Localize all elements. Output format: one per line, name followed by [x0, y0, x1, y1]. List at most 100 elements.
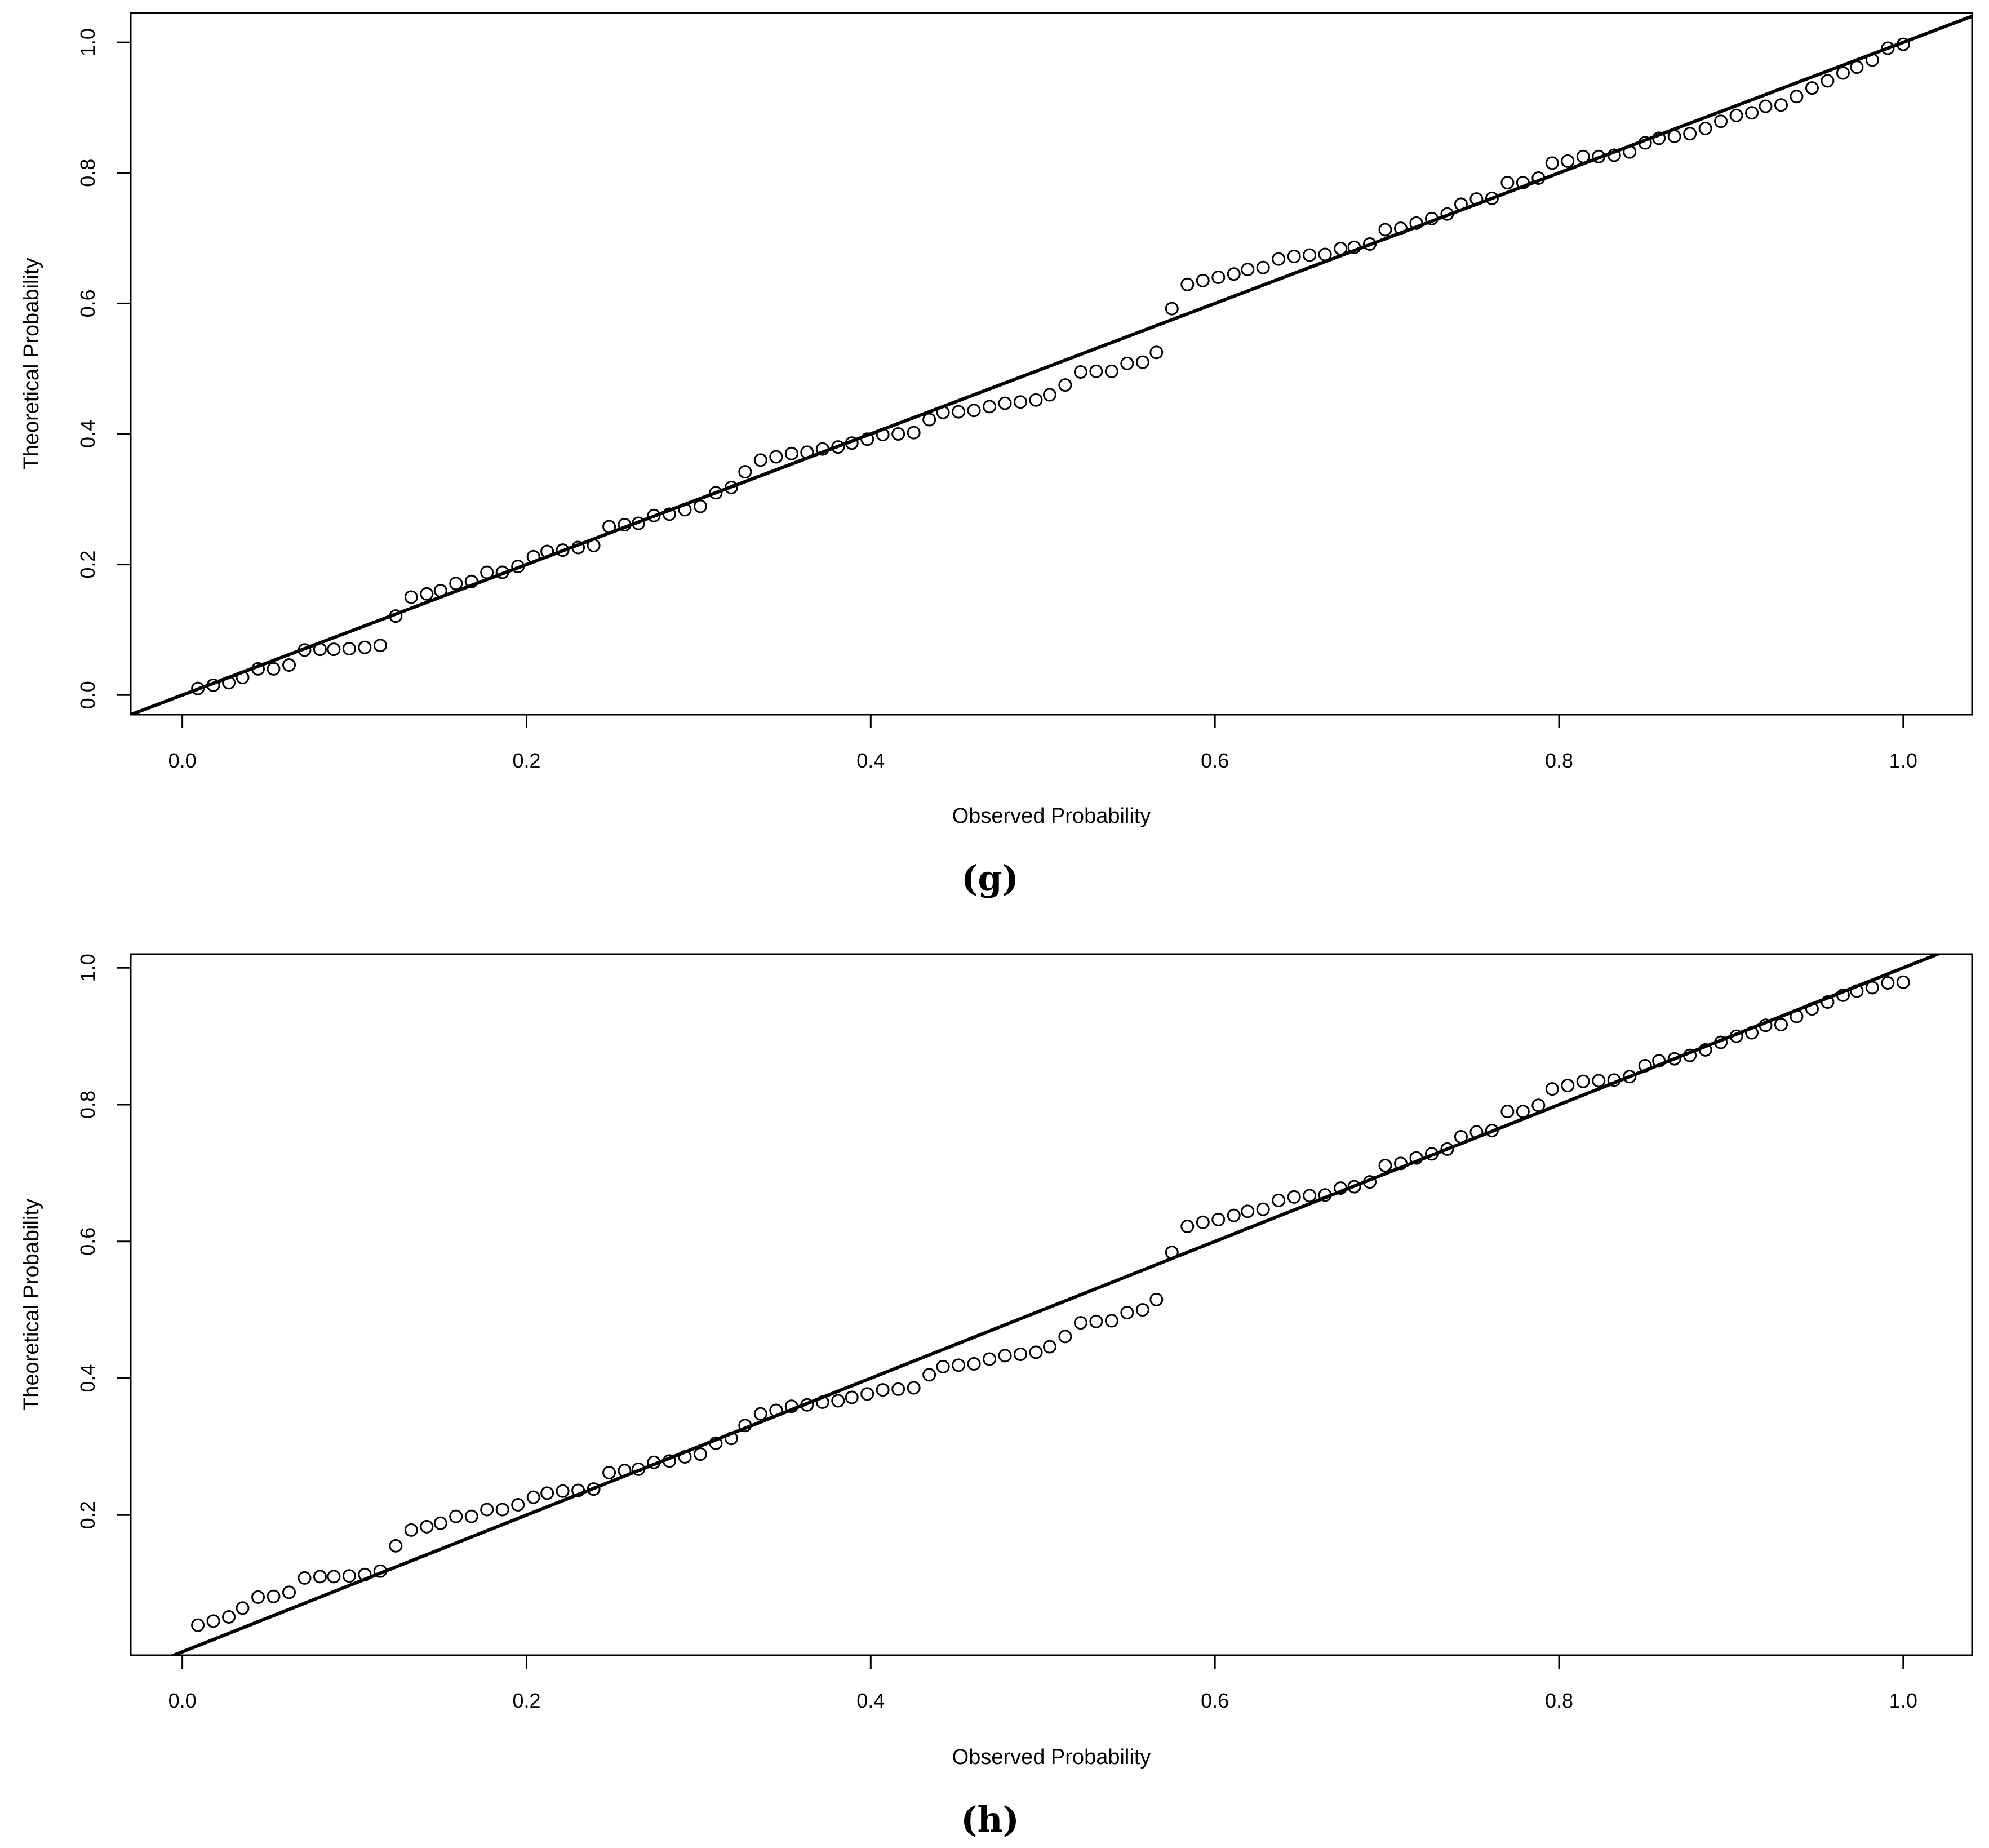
y-axis-title: Theoretical Probability	[20, 258, 43, 470]
data-point	[222, 1610, 236, 1624]
data-point	[936, 405, 950, 419]
data-point	[983, 400, 997, 414]
data-point	[298, 643, 312, 657]
data-point	[1409, 1151, 1423, 1165]
data-point	[1073, 365, 1087, 379]
data-point	[1865, 981, 1879, 995]
data-point	[587, 539, 601, 553]
data-point	[1652, 1054, 1666, 1068]
x-tick-label: 0.0	[168, 1689, 197, 1712]
x-axis-title: Observed Probability	[952, 804, 1151, 828]
data-point	[1576, 1074, 1590, 1088]
data-point	[1287, 249, 1301, 263]
data-point	[1180, 277, 1195, 291]
data-point	[891, 1382, 905, 1396]
data-point	[1714, 114, 1728, 128]
data-point	[983, 1352, 997, 1366]
data-point	[1638, 136, 1652, 150]
data-point	[815, 1395, 829, 1409]
data-point	[1805, 81, 1819, 95]
data-point	[967, 1357, 981, 1371]
data-point	[511, 1497, 525, 1512]
data-point	[602, 520, 616, 534]
data-point	[1014, 395, 1028, 409]
data-point	[1135, 355, 1149, 369]
data-point	[1424, 1147, 1439, 1161]
x-tick-label: 0.6	[1201, 749, 1229, 772]
reference-line	[131, 14, 1972, 715]
data-point	[587, 1482, 601, 1496]
data-point	[313, 1570, 327, 1584]
data-point	[1241, 1204, 1255, 1218]
y-tick-label: 0.8	[76, 159, 99, 187]
data-point	[358, 1567, 372, 1581]
data-point	[1561, 1079, 1575, 1093]
x-tick-label: 0.6	[1201, 1689, 1229, 1712]
data-point	[1623, 145, 1637, 159]
data-point	[1531, 1098, 1546, 1113]
data-point	[1014, 1347, 1028, 1361]
data-point	[693, 1447, 707, 1461]
data-point	[1363, 237, 1377, 251]
data-point	[602, 1465, 616, 1479]
data-point	[907, 426, 921, 440]
data-point	[389, 609, 403, 623]
data-point	[1196, 273, 1210, 287]
data-point	[784, 1399, 798, 1413]
data-point	[358, 640, 372, 654]
y-tick-label: 0.0	[76, 681, 99, 709]
y-tick-label: 0.6	[76, 1227, 99, 1256]
data-point	[251, 662, 265, 676]
data-point	[662, 507, 676, 521]
x-tick-label: 0.4	[856, 749, 885, 772]
data-point	[1896, 37, 1910, 51]
data-point	[1440, 1142, 1454, 1156]
data-point	[1667, 129, 1681, 143]
x-tick-label: 0.8	[1545, 749, 1573, 772]
x-tick-label: 1.0	[1889, 749, 1917, 772]
data-point	[1881, 41, 1895, 55]
data-point	[480, 565, 494, 579]
data-point	[860, 432, 874, 446]
data-point	[769, 1403, 783, 1417]
data-point	[907, 1381, 921, 1395]
data-point	[206, 1614, 220, 1628]
data-point	[267, 1589, 281, 1603]
y-tick-label: 0.6	[76, 289, 99, 317]
data-point	[631, 1462, 645, 1476]
data-point	[1347, 240, 1361, 254]
data-point	[1667, 1052, 1681, 1066]
data-point	[251, 1590, 265, 1604]
data-point	[282, 1585, 296, 1599]
data-point	[222, 676, 236, 690]
data-point	[724, 1432, 738, 1446]
data-point	[922, 1368, 936, 1382]
data-point	[1089, 1314, 1103, 1328]
data-point	[952, 405, 966, 419]
data-point	[449, 577, 463, 591]
data-point	[236, 670, 250, 684]
data-point	[1683, 1048, 1697, 1062]
data-point	[1104, 1314, 1118, 1328]
data-point	[449, 1509, 463, 1523]
data-point	[1759, 99, 1773, 113]
x-tick-label: 0.4	[856, 1689, 885, 1712]
data-point	[1042, 388, 1056, 402]
data-point	[1485, 1124, 1499, 1138]
data-point	[480, 1503, 494, 1517]
data-point	[1545, 156, 1559, 170]
y-tick-label: 1.0	[76, 28, 99, 56]
data-point	[1042, 1340, 1056, 1354]
data-point	[952, 1358, 966, 1372]
data-point	[1745, 1026, 1759, 1040]
data-point	[464, 1509, 478, 1523]
data-point	[876, 1383, 890, 1397]
data-point	[571, 1483, 585, 1497]
data-point	[1440, 207, 1454, 221]
data-point	[1454, 197, 1468, 211]
data-point	[922, 413, 936, 427]
data-point	[845, 1390, 859, 1404]
data-point	[1774, 98, 1788, 112]
data-point	[342, 1569, 356, 1583]
y-tick-label: 0.2	[76, 1501, 99, 1529]
